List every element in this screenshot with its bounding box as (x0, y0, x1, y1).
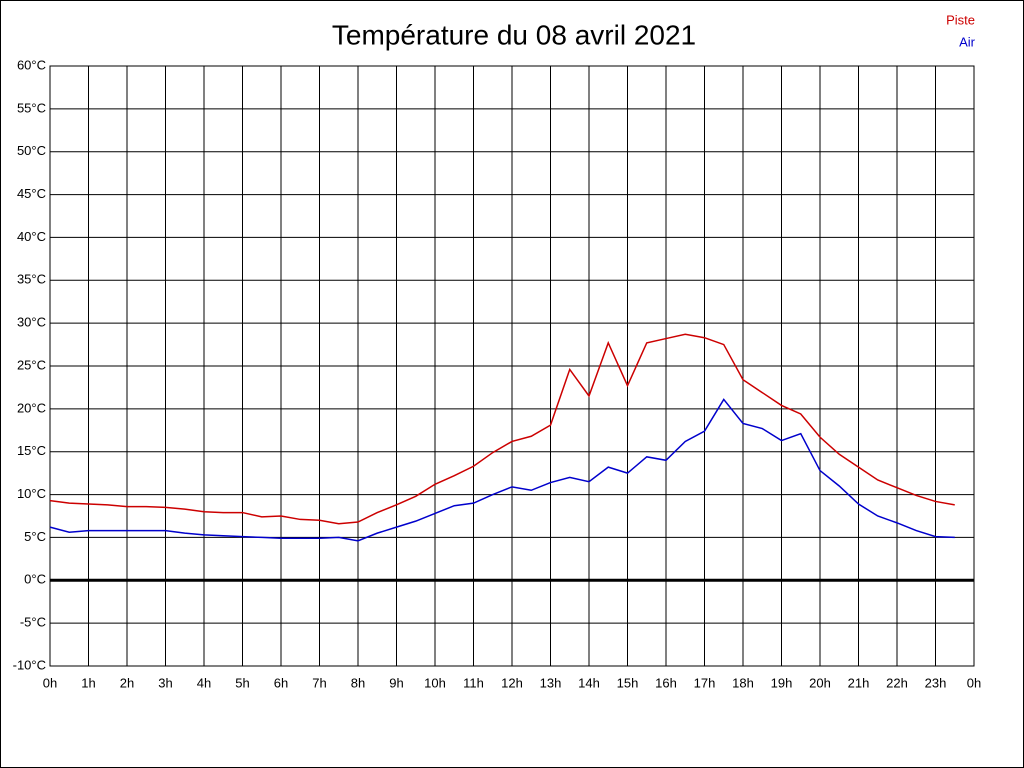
y-tick-label: 25°C (17, 357, 46, 372)
y-tick-label: 40°C (17, 229, 46, 244)
legend-label: Piste (946, 12, 975, 27)
y-tick-label: 60°C (17, 57, 46, 72)
x-tick-label: 19h (771, 675, 793, 690)
x-tick-label: 13h (540, 675, 562, 690)
x-tick-label: 23h (925, 675, 947, 690)
y-tick-label: 45°C (17, 186, 46, 201)
x-tick-label: 18h (732, 675, 754, 690)
x-tick-label: 21h (848, 675, 870, 690)
x-tick-label: 5h (235, 675, 249, 690)
y-tick-label: 10°C (17, 486, 46, 501)
x-tick-label: 4h (197, 675, 211, 690)
x-tick-label: 22h (886, 675, 908, 690)
legend-label: Air (959, 34, 976, 49)
x-tick-label: 8h (351, 675, 365, 690)
x-tick-label: 7h (312, 675, 326, 690)
x-tick-label: 10h (424, 675, 446, 690)
x-tick-label: 0h (967, 675, 981, 690)
x-tick-label: 11h (463, 675, 484, 690)
x-tick-label: 20h (809, 675, 831, 690)
x-tick-label: 15h (617, 675, 639, 690)
chart-title: Température du 08 avril 2021 (332, 19, 696, 50)
line (49, 398, 955, 542)
y-tick-label: 35°C (17, 272, 46, 287)
y-tick-label: 15°C (17, 443, 46, 458)
line (49, 333, 955, 525)
y-tick-label: 50°C (17, 143, 46, 158)
x-tick-label: 16h (655, 675, 677, 690)
y-tick-label: -5°C (20, 615, 46, 630)
y-tick-label: 20°C (17, 400, 46, 415)
y-tick-label: 55°C (17, 100, 46, 115)
x-tick-label: 17h (694, 675, 716, 690)
y-tick-label: 5°C (24, 529, 46, 544)
x-tick-label: 14h (578, 675, 600, 690)
x-tick-label: 6h (274, 675, 288, 690)
y-tick-label: 30°C (17, 315, 46, 330)
x-tick-label: 3h (158, 675, 172, 690)
x-tick-label: 9h (389, 675, 403, 690)
y-tick-label: 0°C (24, 572, 46, 587)
x-tick-label: 2h (120, 675, 134, 690)
x-tick-label: 0h (43, 675, 57, 690)
x-tick-label: 1h (81, 675, 95, 690)
y-tick-label: -10°C (13, 657, 46, 672)
x-tick-label: 12h (501, 675, 523, 690)
